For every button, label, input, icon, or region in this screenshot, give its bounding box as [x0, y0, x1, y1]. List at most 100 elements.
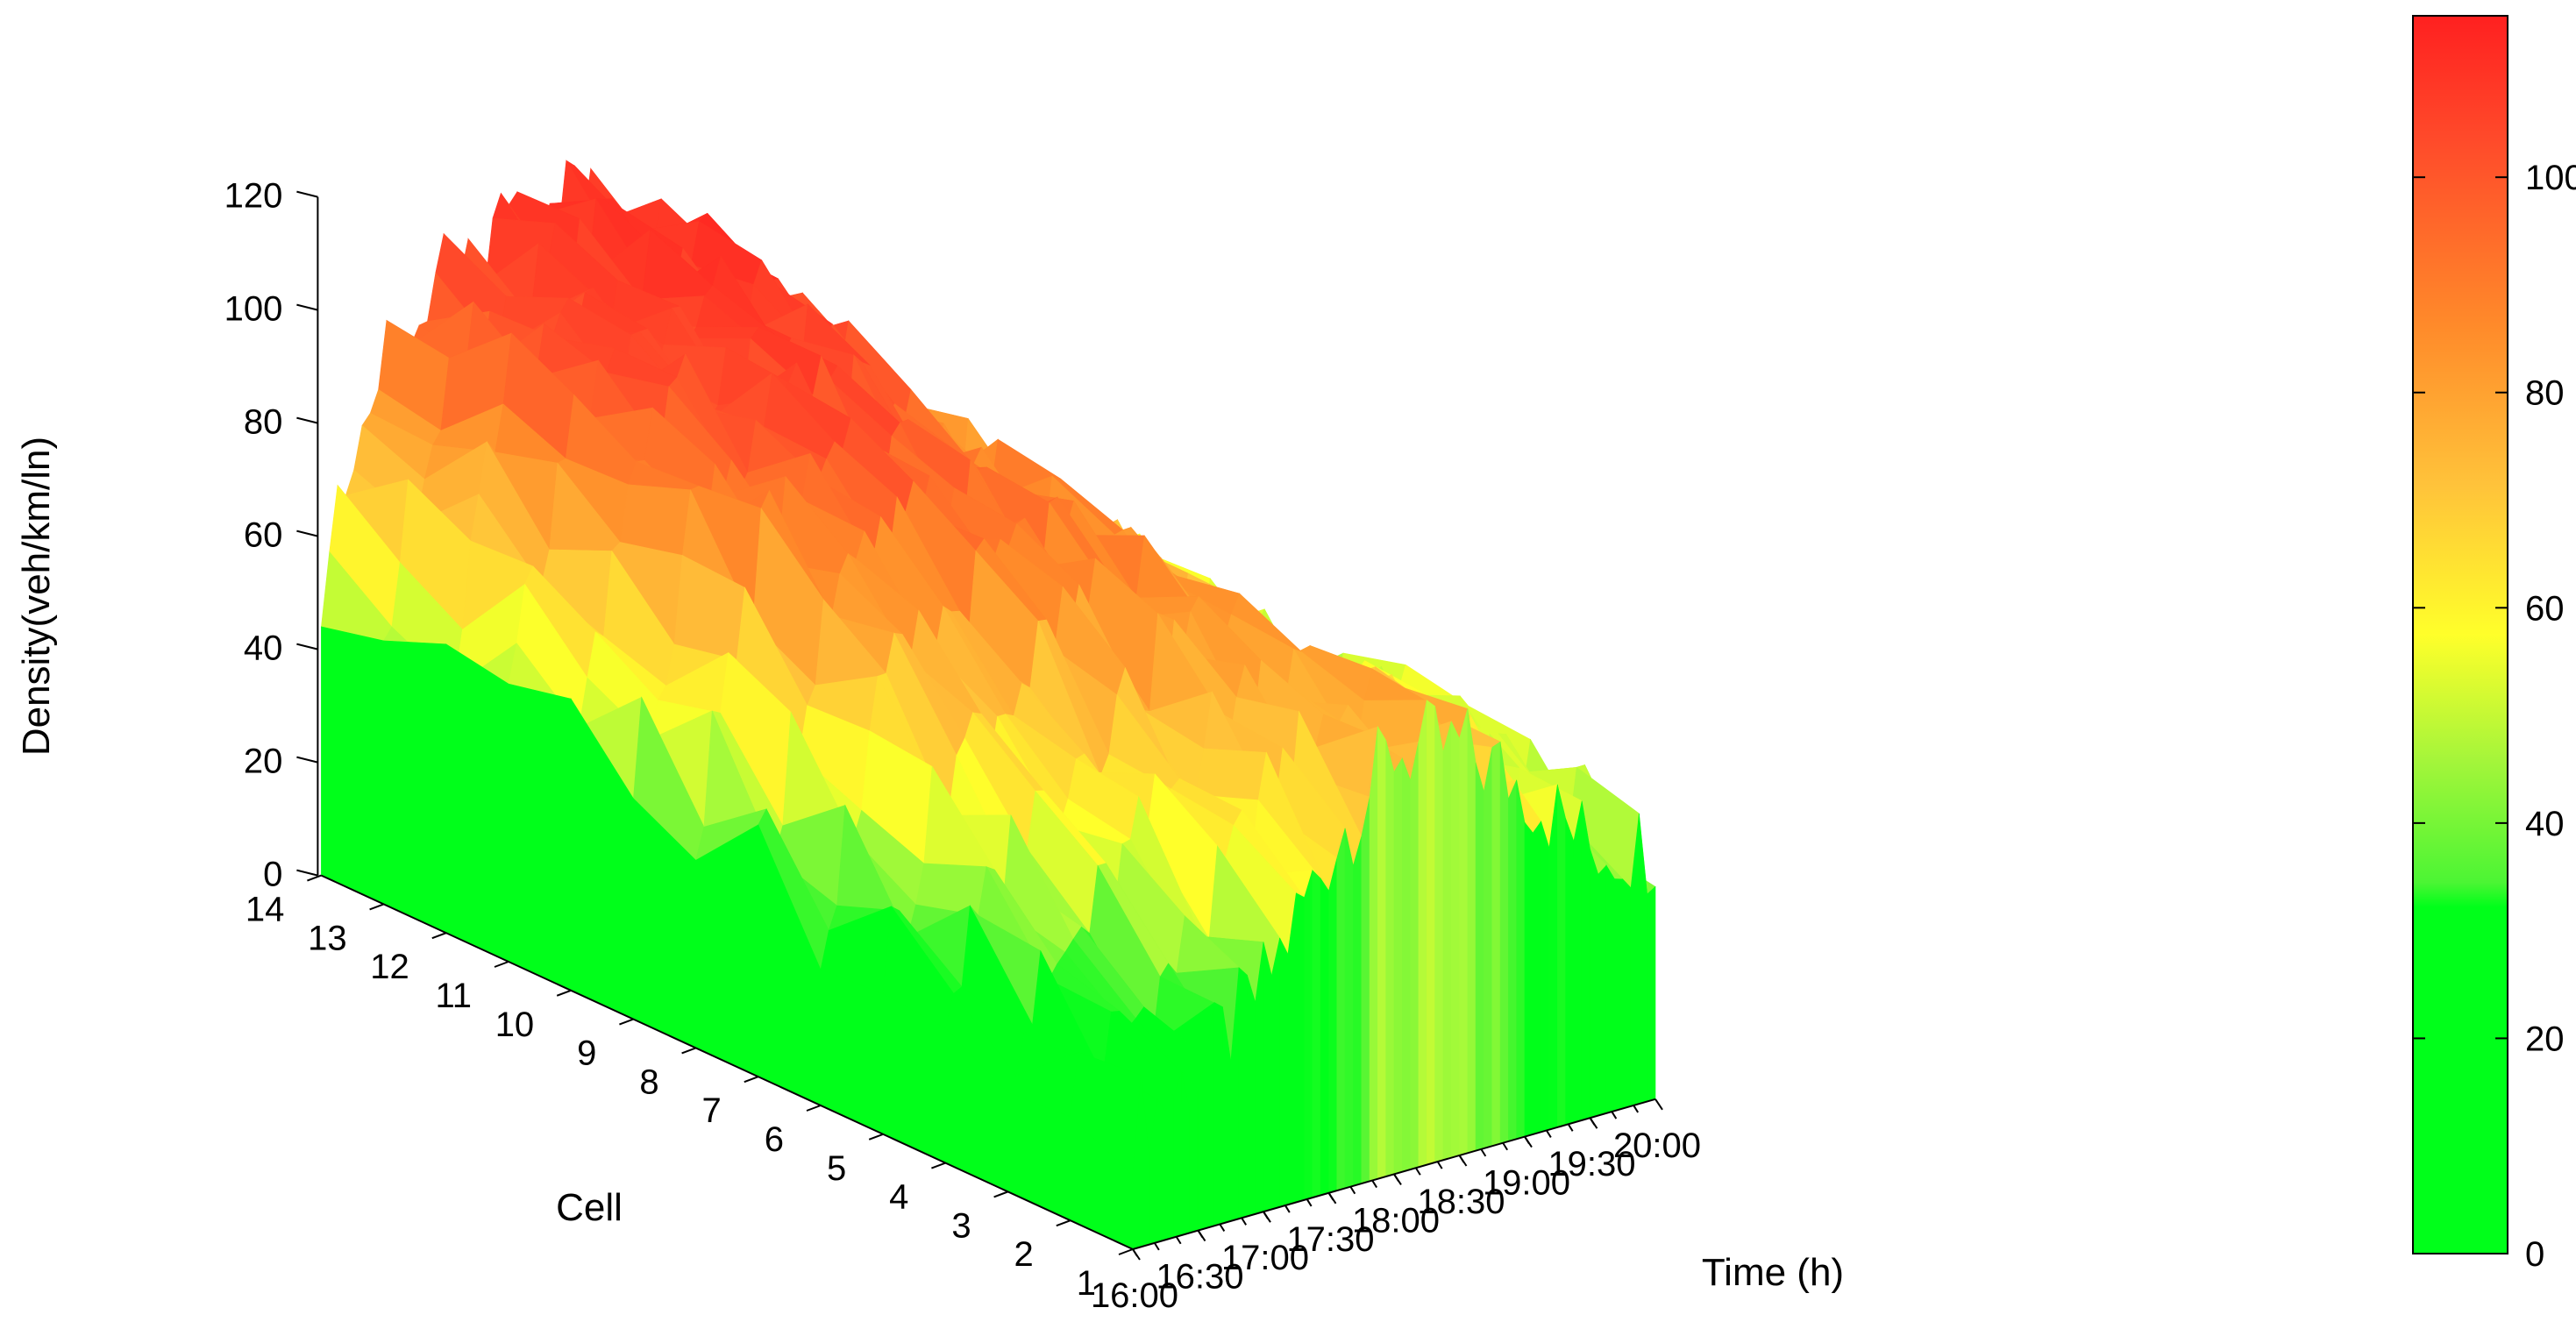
time-minor-tick [1480, 1148, 1487, 1157]
z-tick-label: 20 [244, 743, 283, 781]
time-minor-tick [1545, 1129, 1552, 1138]
z-tick-label: 100 [224, 290, 283, 329]
time-minor-tick [1436, 1161, 1443, 1169]
cell-tick-label: 7 [702, 1091, 722, 1130]
surface-front-wall [1508, 779, 1517, 1142]
cell-tick [806, 1105, 822, 1112]
time-tick-label: 18:30 [1417, 1183, 1505, 1221]
surface-front-wall [1238, 967, 1248, 1219]
time-minor-tick [1263, 1211, 1269, 1219]
surface-front-wall [1393, 757, 1403, 1175]
colorbar-tick-label: 60 [2525, 589, 2565, 628]
cell-tick [744, 1076, 759, 1084]
surface-front-wall [1296, 892, 1305, 1203]
time-minor-tick [1327, 1192, 1334, 1201]
time-minor-tick [1175, 1236, 1182, 1245]
z-tick [296, 190, 318, 198]
surface-front-wall [1312, 869, 1321, 1198]
cell-axis-line [320, 874, 1134, 1250]
time-tick-label: 16:30 [1156, 1258, 1243, 1297]
time-tick-label: 19:00 [1483, 1164, 1570, 1203]
surface-front-wall [1459, 708, 1469, 1156]
time-minor-tick [1524, 1136, 1530, 1145]
time-minor-tick [1589, 1117, 1596, 1126]
cell-tick [1118, 1248, 1134, 1255]
surface-front-wall [1189, 1089, 1199, 1233]
surface-front-wall [1557, 784, 1566, 1128]
surface-front-wall [1247, 975, 1256, 1217]
surface-front-wall [1279, 937, 1289, 1208]
colorbar-gradient [2412, 15, 2508, 1254]
surface-front-wall [1533, 820, 1541, 1135]
cell-tick-label: 11 [435, 977, 472, 1015]
cell-tick [556, 989, 572, 997]
surface-plot [321, 160, 1656, 1250]
surface-front-wall [1565, 818, 1575, 1126]
cell-tick [1056, 1219, 1071, 1227]
z-tick [296, 869, 318, 877]
cell-tick-label: 4 [889, 1178, 908, 1217]
colorbar: 0 20 40 60 80 100 [2412, 15, 2576, 1274]
surface-front-wall [1377, 725, 1386, 1180]
z-tick [296, 529, 318, 537]
surface-front-wall [1647, 885, 1656, 1102]
cell-tick-label: 10 [495, 1006, 535, 1044]
colorbar-tick-label: 100 [2525, 159, 2576, 197]
surface-front-wall [1418, 700, 1427, 1168]
surface-front-wall [1434, 706, 1444, 1163]
z-tick-label: 120 [224, 177, 283, 216]
surface-front-wall [1369, 726, 1378, 1182]
colorbar-tick-label: 0 [2525, 1235, 2544, 1274]
time-minor-tick [1153, 1242, 1160, 1251]
surface-front-wall [1484, 747, 1493, 1149]
surface-front-wall [1353, 835, 1363, 1187]
time-minor-tick [1611, 1111, 1618, 1119]
time-tick-label: 16:00 [1091, 1276, 1178, 1315]
surface-front-wall [1213, 1002, 1223, 1226]
surface-side-wall [445, 643, 509, 963]
surface-front-wall [1639, 813, 1647, 1105]
surface-front-wall [1328, 857, 1338, 1194]
surface-front-wall [1581, 800, 1590, 1121]
z-axis-title: Density(veh/km/ln) [15, 437, 58, 756]
time-tick-label: 18:00 [1352, 1201, 1440, 1240]
surface-front-wall [1541, 821, 1550, 1133]
time-minor-tick [1306, 1198, 1313, 1207]
surface-front-wall [1605, 864, 1615, 1114]
time-tick-label: 17:00 [1221, 1239, 1309, 1277]
surface-front-wall [1622, 878, 1632, 1109]
surface-side-wall [508, 683, 572, 991]
surface-front-wall [1173, 1072, 1183, 1238]
z-tick [296, 756, 318, 764]
surface-side-wall [695, 824, 759, 1077]
surface-front-wall [1344, 828, 1354, 1189]
time-minor-tick [1393, 1173, 1399, 1182]
surface-front-wall [1410, 742, 1420, 1170]
time-tick-label: 17:30 [1286, 1220, 1374, 1259]
surface-front-wall [1165, 1095, 1174, 1240]
cell-tick [619, 1018, 634, 1026]
surface-front-wall [1320, 878, 1329, 1196]
time-minor-tick [1633, 1105, 1640, 1113]
z-tick-label: 80 [244, 403, 283, 442]
z-tick-label: 40 [244, 629, 283, 668]
cell-tick [681, 1047, 696, 1055]
surface-front-wall [1467, 708, 1477, 1154]
surface-front-wall [1614, 878, 1624, 1112]
surface-front-wall [1304, 870, 1313, 1201]
colorbar-tick-label: 40 [2525, 805, 2565, 843]
surface-front-wall [1156, 1098, 1166, 1243]
time-tick-label: 19:30 [1548, 1145, 1635, 1183]
surface-patch [687, 326, 759, 339]
cell-tick-label: 3 [951, 1206, 971, 1245]
cell-tick-label: 12 [370, 948, 409, 986]
surface-front-wall [1491, 741, 1501, 1147]
surface-front-wall [1499, 742, 1509, 1144]
cell-tick-label: 13 [308, 919, 347, 957]
surface-front-wall [1548, 784, 1558, 1130]
time-minor-tick [1349, 1186, 1356, 1195]
time-minor-tick [1132, 1248, 1138, 1257]
z-tick-label: 0 [263, 856, 282, 894]
time-minor-tick [1567, 1123, 1574, 1132]
